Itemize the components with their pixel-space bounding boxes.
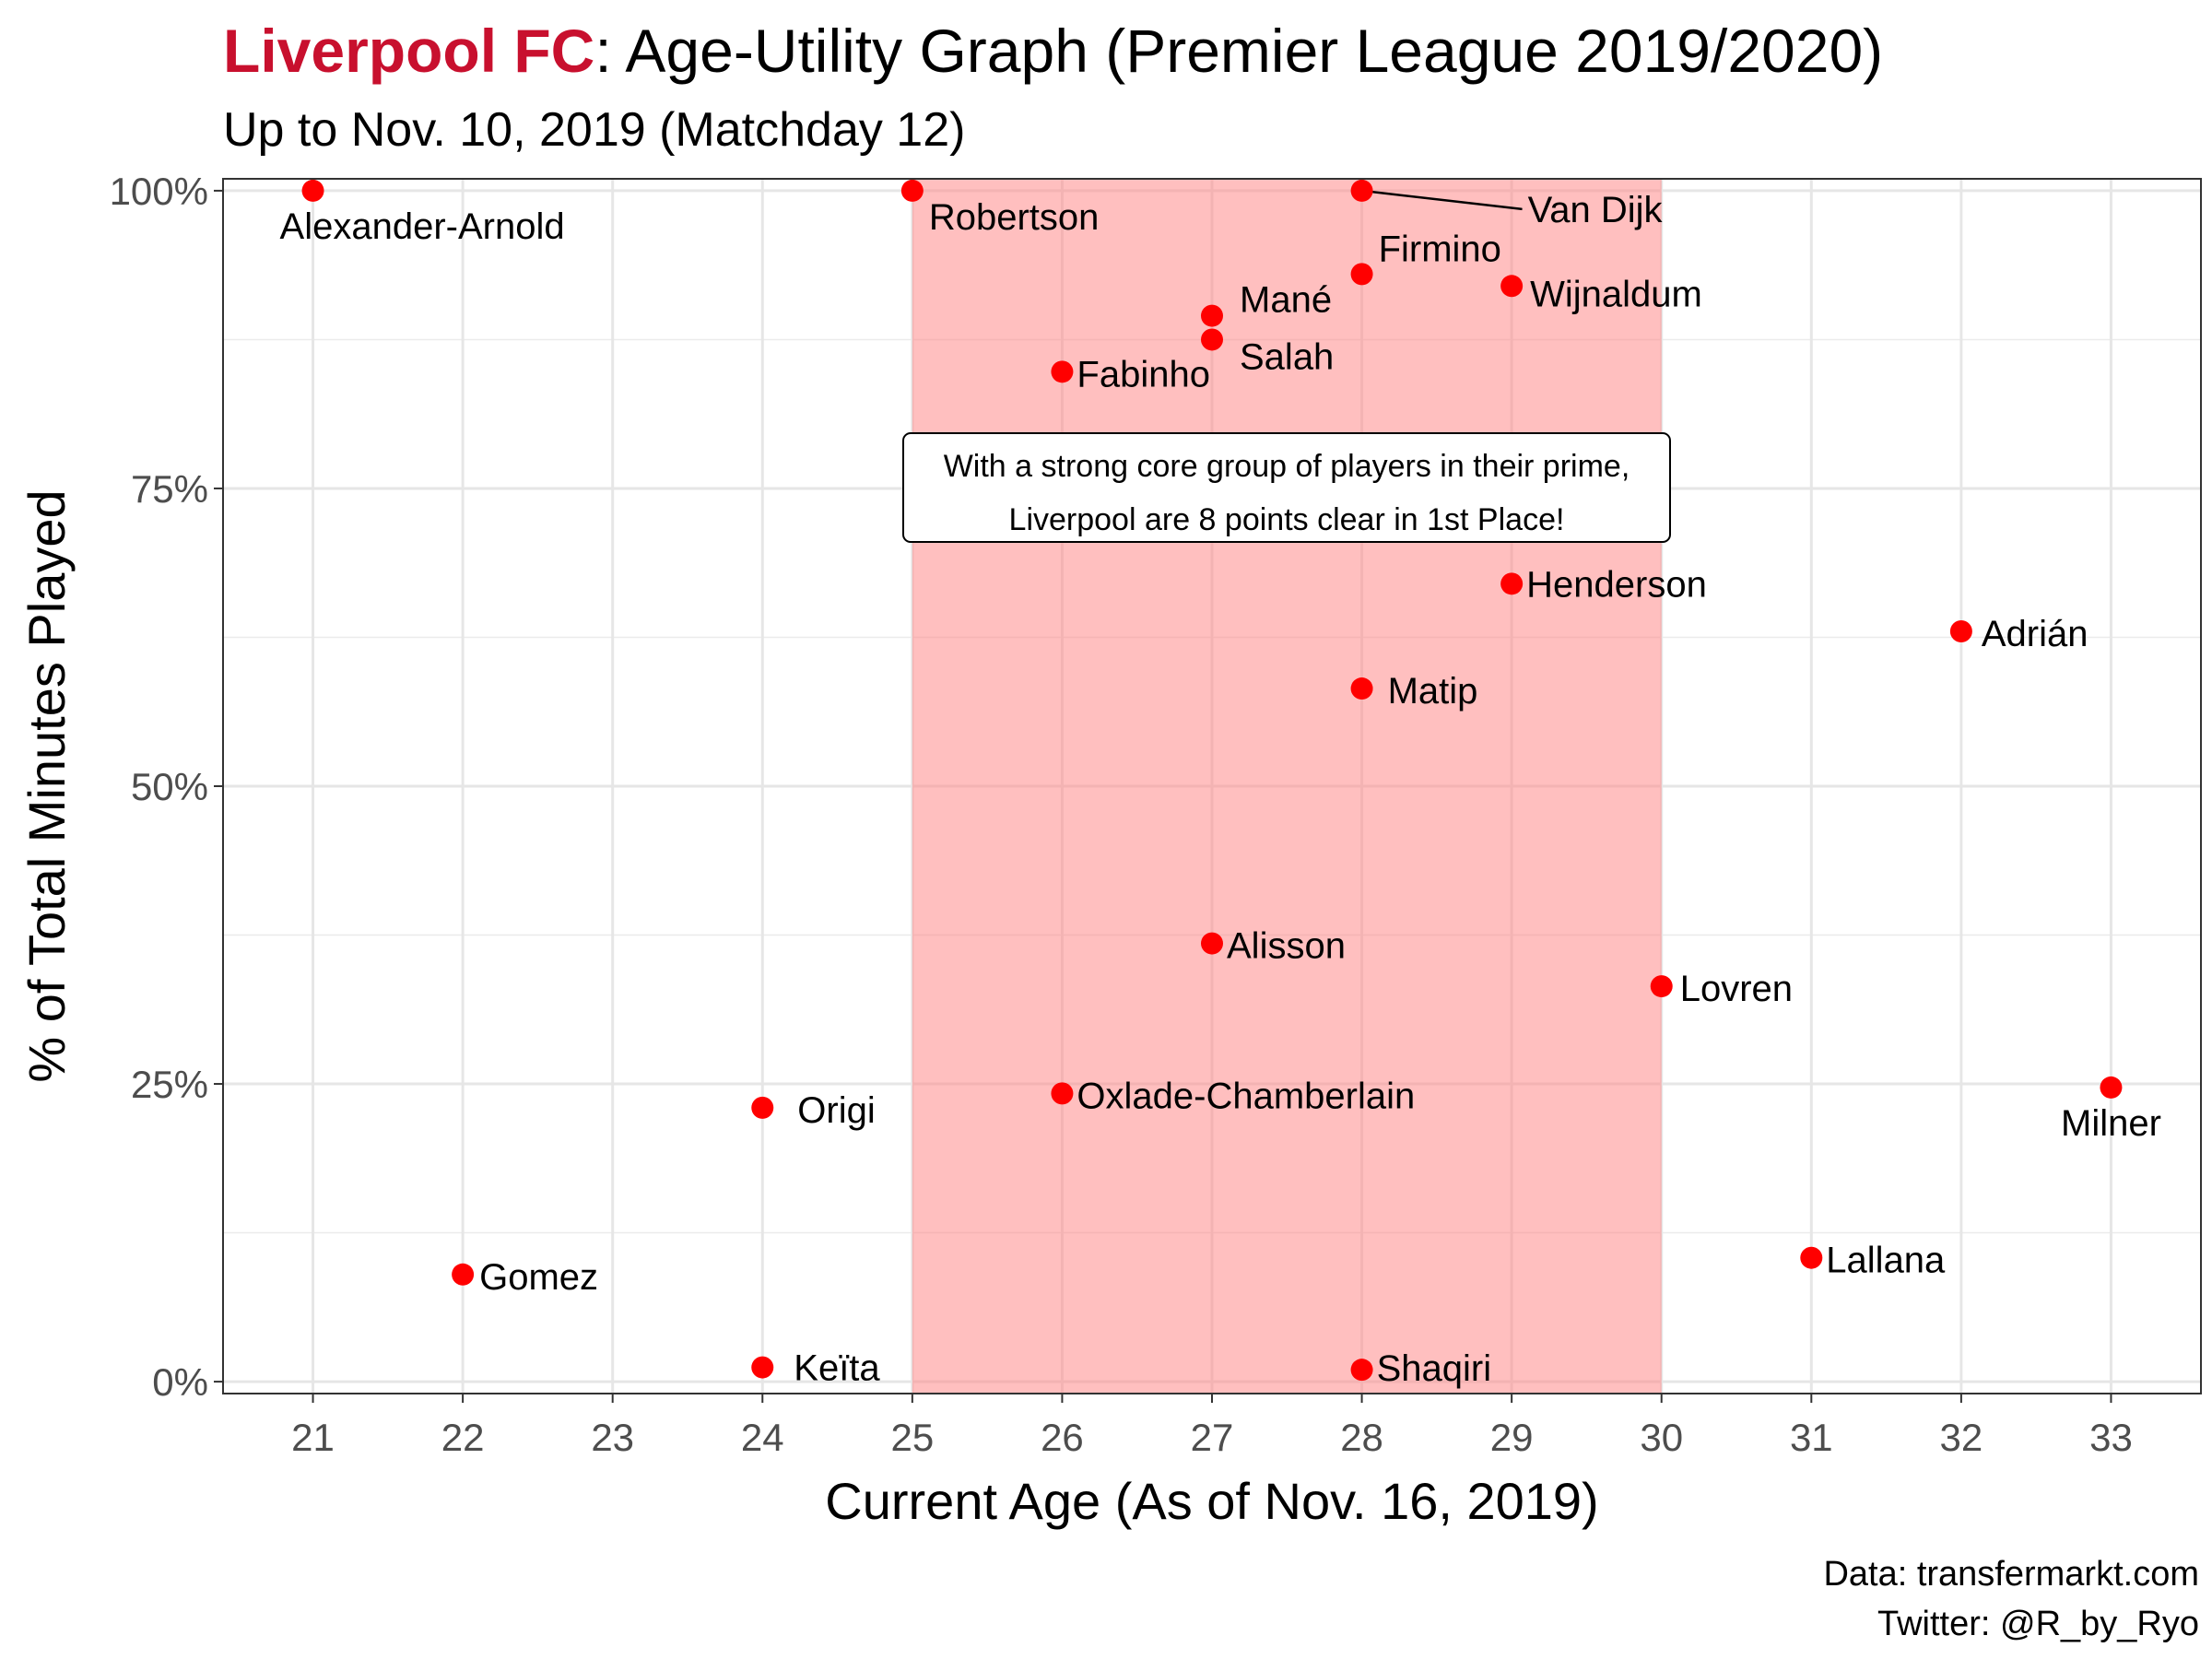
x-tick-label: 27 [1191, 1416, 1234, 1459]
x-tick-label: 28 [1340, 1416, 1383, 1459]
y-axis: 0% 25% 50% 75% 100% [110, 170, 223, 1404]
y-tick-label: 100% [110, 170, 208, 213]
scatter-point [1800, 1246, 1823, 1269]
x-tick-label: 26 [1041, 1416, 1084, 1459]
point-label: Adrián [1982, 614, 2088, 654]
x-axis-title: Current Age (As of Nov. 16, 2019) [825, 1472, 1598, 1530]
chart-subtitle: Up to Nov. 10, 2019 (Matchday 12) [223, 103, 965, 157]
y-tick-label: 25% [131, 1063, 208, 1106]
point-label: Alisson [1227, 926, 1346, 967]
title-team: Liverpool FC [223, 17, 594, 85]
point-label: Alexander-Arnold [280, 206, 565, 247]
point-label: Fabinho [1077, 354, 1210, 394]
point-label: Lovren [1680, 969, 1793, 1009]
scatter-point [301, 179, 324, 202]
y-axis-title: % of Total Minutes Played [18, 489, 76, 1082]
scatter-point [1350, 1359, 1373, 1382]
y-tick-label: 75% [131, 467, 208, 511]
point-label: Milner [2061, 1103, 2161, 1144]
plot-area: Alexander-Arnold Robertson Van Dijk Firmino… [222, 178, 2202, 1394]
scatter-point [751, 1356, 774, 1379]
x-tick-label: 31 [1790, 1416, 1833, 1459]
point-label: Keïta [794, 1348, 880, 1389]
label-leader-line [1361, 189, 1523, 211]
label-leaders [1361, 189, 1523, 211]
scatter-point [1201, 932, 1223, 955]
x-tick-label: 24 [741, 1416, 784, 1459]
point-label: Henderson [1526, 564, 1707, 605]
chart-title: Liverpool FC: Age-Utility Graph (Premier… [223, 17, 1883, 85]
scatter-point [1350, 677, 1373, 700]
point-label: Van Dijk [1528, 190, 1664, 230]
point-label: Lallana [1826, 1241, 1946, 1281]
point-label: Origi [797, 1090, 875, 1131]
point-label: Firmino [1379, 229, 1501, 269]
scatter-point [900, 179, 924, 202]
scatter-point [1350, 263, 1373, 286]
scatter-point [1051, 1082, 1074, 1105]
caption-twitter: Twitter: @R_by_Ryo [1877, 1605, 2199, 1643]
annotation-line: With a strong core group of players in t… [944, 449, 1630, 484]
point-label: Gomez [479, 1257, 598, 1298]
y-tick-label: 0% [152, 1360, 208, 1404]
annotation-frame [902, 432, 1671, 543]
point-label: Salah [1240, 336, 1334, 377]
scatter-point [452, 1263, 475, 1286]
x-axis: 21 22 23 24 25 26 27 28 29 30 31 32 33 [291, 1394, 2133, 1459]
scatter-point [1051, 360, 1074, 383]
scatter-point [1949, 620, 1972, 643]
x-tick-label: 30 [1640, 1416, 1683, 1459]
point-label: Mané [1240, 280, 1332, 321]
scatter-point [1201, 328, 1223, 351]
scatter-point [1500, 275, 1524, 298]
point-label: Shaqiri [1377, 1348, 1492, 1389]
scatter-point [751, 1096, 774, 1119]
y-tick-label: 50% [131, 765, 208, 808]
x-tick-label: 22 [441, 1416, 485, 1459]
x-tick-label: 21 [291, 1416, 335, 1459]
x-tick-label: 23 [591, 1416, 634, 1459]
prime-age-band [912, 179, 1662, 1394]
scatter-point [1201, 304, 1223, 327]
point-label: Matip [1388, 671, 1478, 712]
caption-source: Data: transfermarkt.com [1823, 1555, 2199, 1594]
point-label: Wijnaldum [1530, 274, 1702, 314]
scatter-point [1350, 179, 1373, 202]
annotation-box: With a strong core group of players in t… [902, 432, 1671, 543]
annotation-line: Liverpool are 8 points clear in 1st Plac… [1009, 502, 1565, 537]
x-tick-label: 32 [1940, 1416, 1983, 1459]
scatter-point [1650, 975, 1673, 998]
x-tick-label: 25 [890, 1416, 934, 1459]
scatter-point [2100, 1076, 2123, 1099]
points-layer [301, 179, 2123, 1382]
title-rest: : Age-Utility Graph (Premier League 2019… [594, 17, 1883, 85]
point-label: Robertson [929, 197, 1100, 238]
x-tick-label: 29 [1490, 1416, 1534, 1459]
point-label: Oxlade-Chamberlain [1077, 1076, 1415, 1116]
scatter-point [1500, 572, 1524, 595]
point-labels-layer: Alexander-Arnold Robertson Van Dijk Firmino… [280, 190, 2161, 1389]
x-tick-label: 33 [2089, 1416, 2133, 1459]
